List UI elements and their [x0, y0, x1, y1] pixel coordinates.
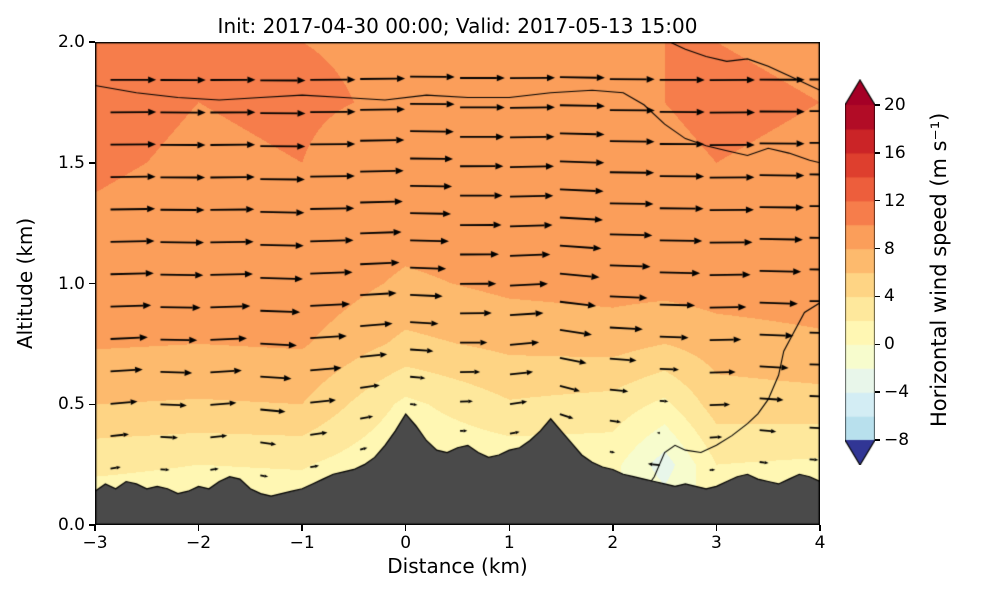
y-tick	[89, 524, 95, 526]
plot-area	[95, 42, 820, 525]
cross-section-canvas	[95, 42, 820, 525]
colorbar-tick	[875, 295, 880, 298]
x-tick-label: 4	[814, 533, 826, 553]
x-tick	[197, 525, 200, 531]
colorbar-tick	[875, 152, 880, 154]
x-tick	[301, 525, 303, 531]
x-tick	[404, 525, 407, 531]
x-tick-label: −2	[186, 533, 212, 553]
colorbar-tick-label: 12	[884, 190, 906, 211]
x-tick-label: 3	[711, 533, 722, 553]
x-tick-label: −1	[289, 533, 315, 553]
colorbar-tick-label: −8	[884, 430, 910, 450]
x-tick	[508, 525, 511, 531]
y-axis-label: Altitude (km)	[13, 217, 37, 350]
colorbar-tick-label: 4	[884, 286, 895, 307]
plot-title: Init: 2017-04-30 00:00; Valid: 2017-05-1…	[217, 14, 698, 38]
x-tick	[612, 525, 614, 531]
x-tick-label: 0	[400, 533, 412, 553]
x-tick	[819, 525, 821, 531]
colorbar-tick	[875, 439, 880, 441]
colorbar-tick	[875, 343, 880, 346]
y-tick	[89, 162, 95, 164]
colorbar-tick	[875, 104, 880, 106]
y-tick	[89, 403, 95, 405]
colorbar-tick	[875, 391, 880, 393]
y-tick	[89, 282, 95, 285]
colorbar	[845, 79, 875, 465]
y-tick-label: 1.5	[57, 152, 85, 173]
colorbar-tick-label: 16	[884, 142, 906, 163]
colorbar-label: Horizontal wind speed (m s⁻¹)	[927, 112, 951, 428]
x-tick-label: −3	[82, 533, 108, 553]
x-tick-label: 1	[503, 533, 515, 553]
colorbar-tick	[875, 247, 880, 250]
x-tick	[94, 525, 96, 531]
x-tick-label: 2	[607, 533, 619, 553]
colorbar-tick	[875, 199, 880, 202]
y-tick-label: 0.5	[57, 394, 85, 415]
colorbar-tick-label: 20	[884, 95, 906, 115]
x-axis-label: Distance (km)	[387, 554, 528, 578]
y-tick-label: 0.0	[57, 515, 85, 535]
colorbar-tick-label: −4	[884, 382, 910, 403]
colorbar-tick-label: 8	[884, 238, 895, 259]
y-tick-label: 2.0	[57, 32, 85, 52]
colorbar-tick-label: 0	[884, 334, 895, 355]
y-tick-label: 1.0	[57, 273, 85, 294]
x-tick	[715, 525, 718, 531]
y-tick	[89, 41, 95, 43]
